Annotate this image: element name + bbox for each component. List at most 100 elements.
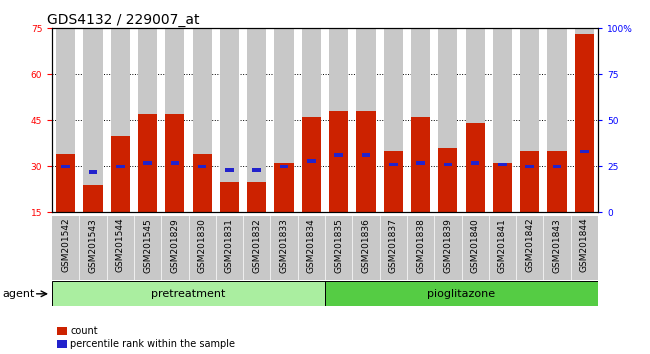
Bar [302, 28, 321, 212]
Bar [79, 216, 107, 280]
Bar [361, 154, 370, 157]
Bar [547, 151, 567, 212]
Bar [170, 161, 179, 165]
Bar [493, 28, 512, 212]
Text: GSM201831: GSM201831 [225, 218, 234, 273]
Text: GDS4132 / 229007_at: GDS4132 / 229007_at [47, 13, 199, 27]
Bar [56, 28, 75, 212]
Bar [356, 111, 376, 212]
Bar [198, 165, 207, 168]
Bar [165, 28, 185, 212]
Bar [489, 216, 516, 280]
Bar [138, 28, 157, 212]
Bar [247, 28, 266, 212]
Bar [389, 163, 398, 166]
Text: GSM201829: GSM201829 [170, 218, 179, 273]
Bar [270, 216, 298, 280]
Bar [471, 161, 480, 165]
Bar [547, 28, 567, 212]
Bar [111, 136, 130, 212]
Text: pretreatment: pretreatment [151, 289, 226, 299]
Text: GSM201545: GSM201545 [143, 218, 152, 273]
Bar [243, 216, 270, 280]
Bar [329, 111, 348, 212]
Bar [220, 182, 239, 212]
Bar [225, 168, 234, 172]
Bar [88, 170, 98, 174]
Bar [520, 151, 540, 212]
Text: GSM201841: GSM201841 [498, 218, 507, 273]
Text: GSM201837: GSM201837 [389, 218, 398, 273]
Bar [83, 185, 103, 212]
Bar [325, 281, 598, 306]
Bar [280, 165, 289, 168]
Bar [192, 28, 212, 212]
Bar [134, 216, 161, 280]
Bar [52, 281, 325, 306]
Bar [438, 148, 458, 212]
Bar [416, 161, 425, 165]
Text: GSM201836: GSM201836 [361, 218, 370, 273]
Bar [575, 28, 594, 212]
Bar [161, 216, 188, 280]
Text: GSM201844: GSM201844 [580, 218, 589, 273]
Bar [216, 216, 243, 280]
Bar [552, 165, 562, 168]
Bar [111, 28, 130, 212]
Bar [411, 117, 430, 212]
Text: pioglitazone: pioglitazone [428, 289, 495, 299]
Bar [334, 154, 343, 157]
Bar [61, 165, 70, 168]
Bar [465, 124, 485, 212]
Bar [580, 150, 589, 154]
Bar [307, 159, 316, 163]
Bar [107, 216, 134, 280]
Bar [220, 28, 239, 212]
Bar [462, 216, 489, 280]
Bar [298, 216, 325, 280]
Text: GSM201838: GSM201838 [416, 218, 425, 273]
Bar [498, 163, 507, 166]
Text: GSM201840: GSM201840 [471, 218, 480, 273]
Bar [274, 28, 294, 212]
Bar [252, 168, 261, 172]
Bar [543, 216, 571, 280]
Bar [520, 28, 540, 212]
Bar [407, 216, 434, 280]
Text: GSM201833: GSM201833 [280, 218, 289, 273]
Bar [329, 28, 348, 212]
Bar [188, 216, 216, 280]
Bar [493, 163, 512, 212]
Bar [525, 165, 534, 168]
Bar [443, 163, 452, 166]
Bar [571, 216, 598, 280]
Bar [274, 163, 294, 212]
Bar [384, 28, 403, 212]
Bar [138, 114, 157, 212]
Text: GSM201842: GSM201842 [525, 218, 534, 273]
Text: GSM201843: GSM201843 [552, 218, 562, 273]
Bar [352, 216, 380, 280]
Text: GSM201544: GSM201544 [116, 218, 125, 273]
Bar [438, 28, 458, 212]
Bar [83, 28, 103, 212]
Bar [356, 28, 376, 212]
Bar [165, 114, 185, 212]
Bar [116, 165, 125, 168]
Text: agent: agent [3, 289, 35, 299]
Text: GSM201542: GSM201542 [61, 218, 70, 273]
Bar [465, 28, 485, 212]
Bar [247, 182, 266, 212]
Bar [434, 216, 462, 280]
Text: GSM201832: GSM201832 [252, 218, 261, 273]
Text: GSM201830: GSM201830 [198, 218, 207, 273]
Bar [516, 216, 543, 280]
Bar [380, 216, 407, 280]
Bar [302, 117, 321, 212]
Bar [384, 151, 403, 212]
Text: GSM201839: GSM201839 [443, 218, 452, 273]
Text: GSM201834: GSM201834 [307, 218, 316, 273]
Text: GSM201835: GSM201835 [334, 218, 343, 273]
Text: GSM201543: GSM201543 [88, 218, 98, 273]
Bar [411, 28, 430, 212]
